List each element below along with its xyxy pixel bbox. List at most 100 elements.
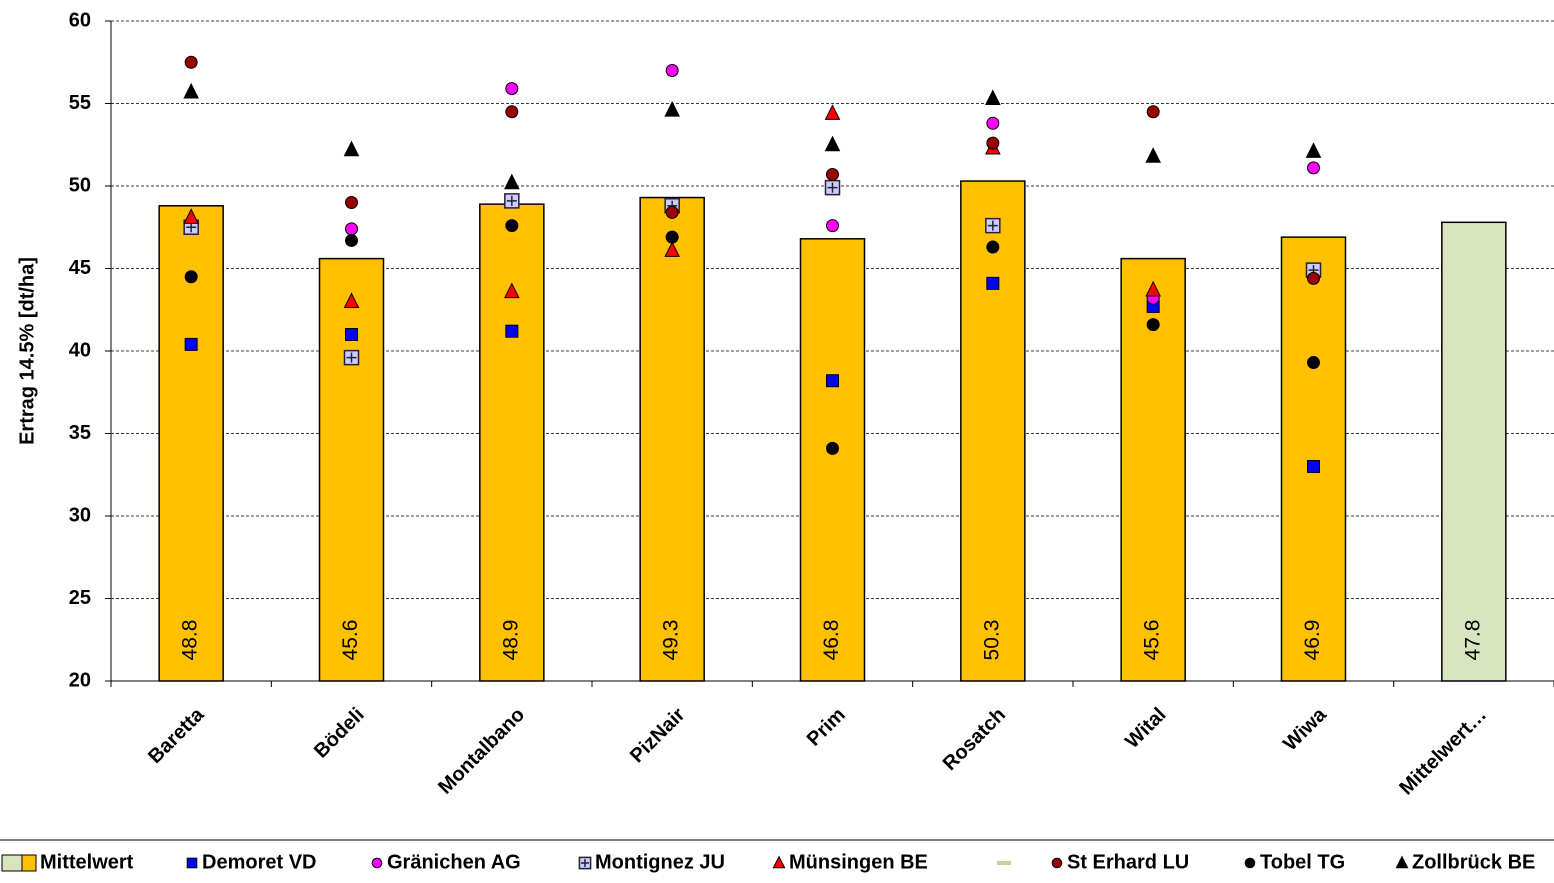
- point: [343, 349, 360, 366]
- legend-label: Demoret VD: [202, 851, 316, 873]
- point: [183, 208, 199, 224]
- y-tick-label: 30: [69, 504, 91, 526]
- point: [345, 196, 358, 209]
- value-label: 49.3: [660, 620, 683, 661]
- point: [505, 82, 519, 96]
- point: [824, 179, 841, 196]
- legend-label: Tobel TG: [1260, 851, 1345, 873]
- bar: [1441, 221, 1507, 682]
- point: [184, 337, 198, 351]
- legend-marker: [578, 856, 592, 870]
- value-label: 45.6: [339, 620, 362, 661]
- x-tick-label: Wital: [1121, 704, 1170, 753]
- bar: [158, 205, 224, 682]
- point: [826, 219, 839, 233]
- legend-label: Montignez JU: [595, 851, 725, 873]
- value-label: 46.8: [820, 620, 843, 661]
- y-tick-label: 20: [69, 669, 91, 691]
- legend-marker: [371, 857, 383, 869]
- y-tick-label: 50: [69, 174, 91, 196]
- value-label: 46.9: [1301, 620, 1324, 661]
- point: [1307, 460, 1320, 473]
- point: [345, 222, 358, 236]
- point: [824, 135, 841, 152]
- legend-marker: [1051, 857, 1063, 869]
- point: [505, 324, 519, 338]
- legend-marker: [772, 855, 786, 869]
- point: [504, 282, 520, 299]
- bar: [799, 238, 866, 682]
- point: [826, 441, 839, 455]
- x-tick-label: Prim: [803, 704, 850, 751]
- point: [986, 136, 1000, 150]
- y-tick-label: 35: [69, 422, 91, 444]
- point: [504, 173, 520, 190]
- y-tick-label: 40: [69, 339, 91, 361]
- bar: [479, 203, 545, 682]
- value-label: 48.9: [499, 620, 522, 661]
- point: [665, 230, 679, 244]
- point: [986, 240, 1000, 254]
- bar: [318, 257, 385, 682]
- legend-marker: [1244, 857, 1256, 869]
- point: [345, 233, 358, 247]
- point: [1307, 271, 1320, 285]
- x-tick-label: Bödeli: [310, 704, 369, 763]
- legend-swatch: [21, 854, 37, 872]
- point: [1307, 161, 1320, 175]
- y-tick-label: 45: [69, 257, 91, 279]
- bar: [1280, 236, 1347, 682]
- point: [665, 205, 679, 219]
- point: [504, 193, 520, 209]
- legend-label: Münsingen BE: [789, 851, 928, 873]
- legend-label: St Erhard LU: [1067, 851, 1189, 873]
- bar: [639, 196, 705, 682]
- value-label: 50.3: [980, 620, 1003, 661]
- legend-swatch: [1, 854, 25, 872]
- point: [345, 328, 358, 341]
- point: [1146, 105, 1160, 119]
- point: [184, 270, 198, 284]
- x-tick-label: Wiwa: [1279, 703, 1331, 755]
- point: [1307, 356, 1320, 370]
- value-label: 45.6: [1141, 620, 1164, 661]
- point: [824, 104, 841, 120]
- legend-label: Mittelwert: [40, 851, 134, 873]
- bar: [960, 180, 1026, 682]
- y-axis-label: Ertrag 14.5% [dt/ha]: [16, 257, 38, 445]
- point: [665, 64, 679, 77]
- point: [505, 219, 519, 233]
- point: [343, 292, 360, 308]
- x-tick-label: Mittelwert…: [1395, 704, 1491, 800]
- point: [664, 241, 680, 257]
- point: [664, 100, 680, 117]
- legend-label: Gränichen AG: [387, 851, 521, 873]
- point: [1145, 147, 1161, 163]
- point: [826, 167, 839, 181]
- value-label: 48.8: [179, 620, 202, 661]
- legend-label: Zollbrück BE: [1412, 851, 1535, 873]
- x-tick-label: Baretta: [144, 703, 209, 768]
- legend-marker: [186, 857, 198, 869]
- point: [1145, 280, 1161, 297]
- point: [183, 82, 199, 99]
- point: [986, 276, 1000, 290]
- point: [505, 105, 519, 119]
- point: [986, 116, 1000, 130]
- y-tick-label: 25: [69, 587, 91, 609]
- y-tick-label: 55: [69, 92, 91, 114]
- x-tick-label: Rosatch: [939, 704, 1010, 775]
- point: [1305, 142, 1322, 158]
- x-tick-label: PizNair: [626, 704, 690, 768]
- value-label: 47.8: [1461, 620, 1484, 661]
- legend-marker: [1395, 855, 1409, 869]
- point: [343, 140, 360, 157]
- y-tick-label: 60: [69, 9, 91, 31]
- point: [1146, 318, 1160, 332]
- point: [985, 89, 1001, 106]
- x-tick-label: Montalbano: [434, 704, 529, 799]
- point: [985, 217, 1001, 234]
- point: [826, 374, 839, 388]
- point: [184, 55, 198, 69]
